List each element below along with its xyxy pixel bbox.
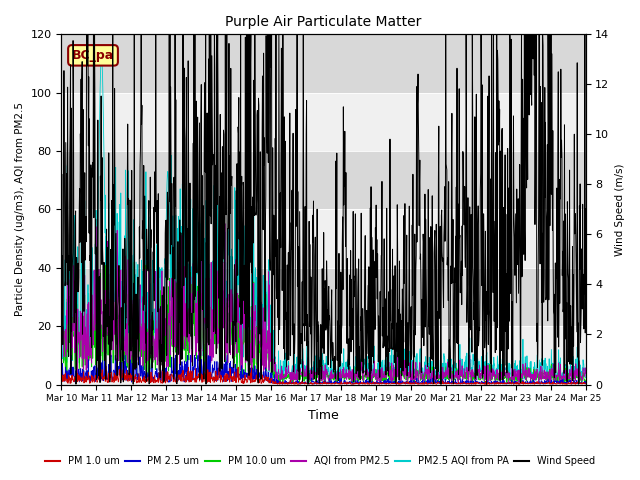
Y-axis label: Particle Density (ug/m3), AQI from PM2.5: Particle Density (ug/m3), AQI from PM2.5 [15,102,25,316]
Legend: PM 1.0 um, PM 2.5 um, PM 10.0 um, AQI from PM2.5, PM2.5 AQI from PA, Wind Speed: PM 1.0 um, PM 2.5 um, PM 10.0 um, AQI fr… [41,453,599,470]
Bar [61,268,586,326]
Text: BC_pa: BC_pa [72,49,114,62]
Y-axis label: Wind Speed (m/s): Wind Speed (m/s) [615,163,625,256]
X-axis label: Time: Time [308,409,339,422]
Bar [61,151,586,209]
Bar [61,35,586,93]
Title: Purple Air Particulate Matter: Purple Air Particulate Matter [225,15,422,29]
